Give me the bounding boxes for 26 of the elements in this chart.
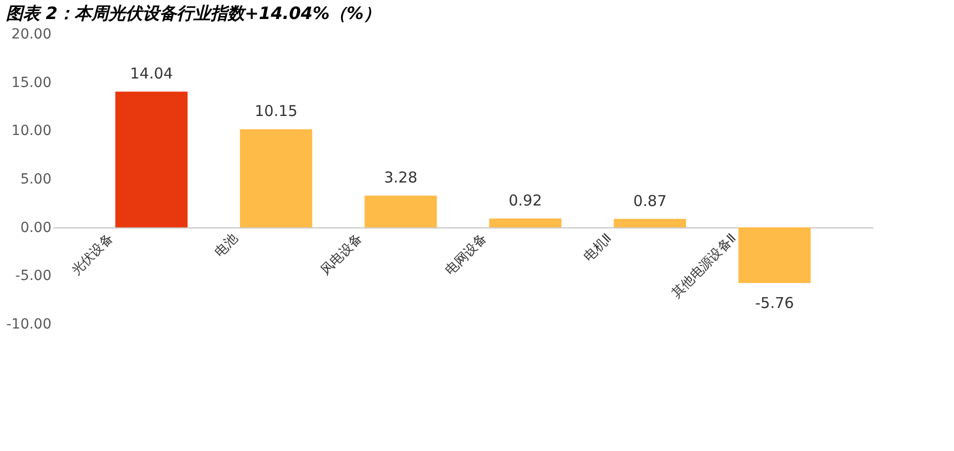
y-tick-label: -10.00: [6, 316, 52, 332]
x-tick-label: 电机Ⅱ: [581, 231, 615, 265]
x-tick-label: 电池: [212, 231, 241, 260]
y-tick-label: 10.00: [11, 123, 52, 140]
bar: [364, 196, 437, 228]
bar: [738, 227, 811, 284]
data-label: 10.15: [254, 102, 298, 120]
y-tick-label: 0.00: [20, 220, 52, 236]
y-tick-label: 5.00: [20, 172, 52, 188]
x-tick-label: 其他电源设备Ⅱ: [669, 231, 740, 302]
data-label: 3.28: [384, 168, 418, 187]
x-tick-label: 风电设备: [318, 231, 366, 278]
y-tick-label: 20.00: [11, 26, 52, 42]
y-tick-label: 15.00: [11, 74, 52, 91]
bar: [240, 129, 312, 228]
data-label: 0.92: [508, 191, 542, 210]
bar: [614, 218, 686, 228]
bar: [489, 218, 562, 228]
chart-title: 图表 2：本周光伏设备行业指数+14.04%（%）: [6, 4, 381, 24]
data-label: -5.76: [755, 294, 794, 312]
data-label: 0.87: [633, 192, 667, 210]
bar: [115, 92, 188, 228]
x-tick-label: 电网设备: [442, 231, 490, 278]
y-tick-label: -5.00: [15, 268, 52, 284]
data-label: 14.04: [130, 64, 173, 83]
x-tick-label: 光伏设备: [68, 231, 116, 278]
